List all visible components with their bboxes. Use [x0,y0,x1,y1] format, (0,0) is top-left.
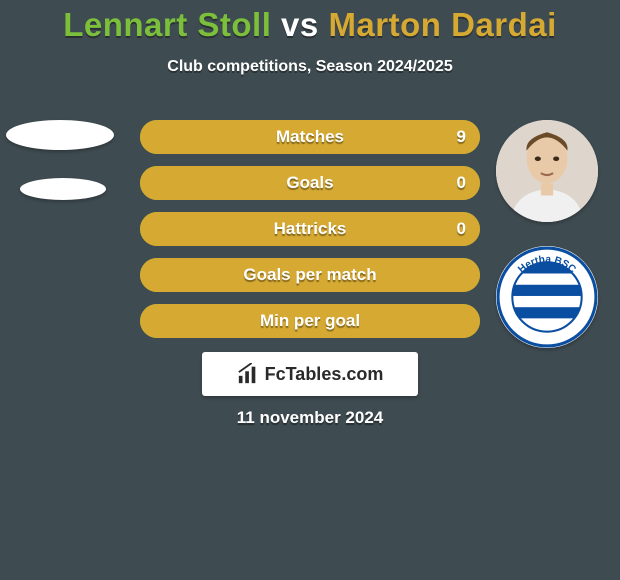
player1-avatar-stack [6,120,126,228]
player2-photo [496,120,598,222]
player2-avatar-stack: Hertha BSC [492,120,602,372]
comparison-card: Lennart Stoll vs Marton Dardai Club comp… [0,0,620,580]
subtitle: Club competitions, Season 2024/2025 [0,58,620,76]
player1-photo-placeholder [6,120,114,150]
stat-bar-fill-right [140,304,480,338]
stat-bar-fill-right [140,258,480,292]
stat-bar-fill-right [140,166,480,200]
player1-club-placeholder [20,178,106,200]
player1-name: Lennart Stoll [63,6,271,43]
stat-row: Matches9 [140,120,480,154]
stat-bar-fill-right [140,212,480,246]
stat-value-right: 9 [457,120,466,154]
stat-row: Goals per match [140,258,480,292]
stat-row: Min per goal [140,304,480,338]
fctables-badge[interactable]: FcTables.com [202,352,418,396]
badge-text: FcTables.com [265,364,384,385]
bar-chart-icon [237,363,259,385]
player2-club-logo: Hertha BSC [496,246,598,348]
player2-name: Marton Dardai [328,6,556,43]
hertha-bsc-logo-icon: Hertha BSC [496,246,598,348]
vs-word: vs [281,6,319,43]
stat-value-right: 0 [457,212,466,246]
date-text: 11 november 2024 [0,408,620,428]
stat-row: Goals0 [140,166,480,200]
stat-row: Hattricks0 [140,212,480,246]
stat-bar-fill-right [140,120,480,154]
player-silhouette-icon [496,120,598,222]
page-title: Lennart Stoll vs Marton Dardai [0,6,620,44]
stat-bars: Matches9 Goals0 Hattricks0 Goals per match M… [140,120,480,350]
stat-value-right: 0 [457,166,466,200]
